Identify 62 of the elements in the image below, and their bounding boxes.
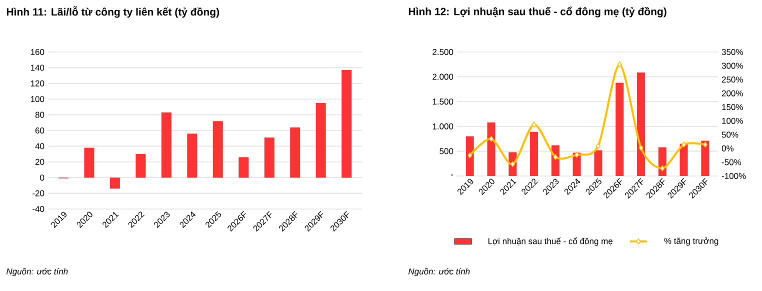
- bar: [701, 140, 710, 176]
- point: [467, 152, 472, 158]
- y-tick-label: 0: [40, 174, 44, 181]
- bar: [161, 112, 172, 178]
- bar: [594, 150, 602, 176]
- point: [617, 61, 622, 68]
- y2-tick-label: 250%: [722, 76, 743, 83]
- y-tick-label: -20: [32, 190, 44, 196]
- y-tick-label: 500: [440, 148, 454, 154]
- y-tick-label: 100: [30, 96, 44, 102]
- bar: [487, 122, 496, 176]
- point: [574, 152, 580, 158]
- y2-tick-label: 100%: [722, 118, 743, 124]
- y2-tick-label: -100%: [722, 172, 746, 179]
- y-tick-label: 60: [35, 127, 44, 134]
- y-tick-label: 120: [30, 80, 44, 86]
- bar: [680, 144, 688, 176]
- y2-tick-label: 350%: [722, 48, 743, 55]
- bar: [636, 72, 645, 176]
- chart-title: Hình 12: Lợi nhuận sau thuế - cổ đông mẹ (tỷ đồng): [408, 6, 666, 18]
- y2-tick-label: 300%: [722, 62, 743, 69]
- point: [553, 154, 558, 160]
- y2-tick-label: 50%: [722, 132, 738, 138]
- y-tick-label: 1.500: [432, 98, 454, 105]
- y2-tick-label: -50%: [722, 159, 742, 166]
- bar: [316, 103, 326, 178]
- point: [638, 144, 644, 151]
- point: [681, 142, 686, 148]
- bar: [187, 134, 198, 178]
- y-tick-label: -40: [32, 206, 44, 212]
- bar: [212, 121, 223, 178]
- bar: [136, 154, 146, 178]
- bar: [290, 127, 300, 178]
- legend-label: % tăng trưởng: [664, 237, 718, 246]
- bar: [264, 138, 274, 178]
- y2-tick-label: 200%: [722, 90, 743, 96]
- y-tick-label: 1.000: [432, 123, 454, 130]
- y-tick-label: 2.000: [432, 74, 454, 80]
- point: [596, 142, 601, 149]
- y-tick-label: 80: [35, 112, 44, 118]
- y-tick-label: 140: [30, 64, 44, 71]
- y-tick-label: 160: [30, 48, 44, 55]
- bar: [238, 157, 249, 178]
- bar: [530, 132, 538, 176]
- bar: [84, 148, 94, 178]
- legend-label: Lợi nhuận sau thuế - cổ đông mẹ: [488, 237, 612, 246]
- y2-tick-label: 150%: [722, 104, 743, 110]
- text: Nguồn: ước tính: [6, 268, 68, 276]
- y2-tick-label: 0%: [722, 145, 734, 152]
- bar: [342, 70, 352, 178]
- point: [660, 165, 665, 172]
- y-tick-label: 20: [35, 158, 44, 165]
- bar: [616, 82, 624, 176]
- y-tick-label: 2.500: [432, 48, 454, 55]
- text: Nguồn: ước tính: [408, 268, 470, 276]
- point: [702, 142, 708, 148]
- point: [532, 121, 536, 128]
- y-tick-label: -: [451, 174, 454, 176]
- bar: [466, 136, 474, 176]
- y-tick-label: 40: [35, 143, 44, 150]
- chart-title: Hình 11: Lãi/lỗ từ công ty liên kết (tỷ đồng): [6, 6, 220, 18]
- bar: [110, 178, 120, 189]
